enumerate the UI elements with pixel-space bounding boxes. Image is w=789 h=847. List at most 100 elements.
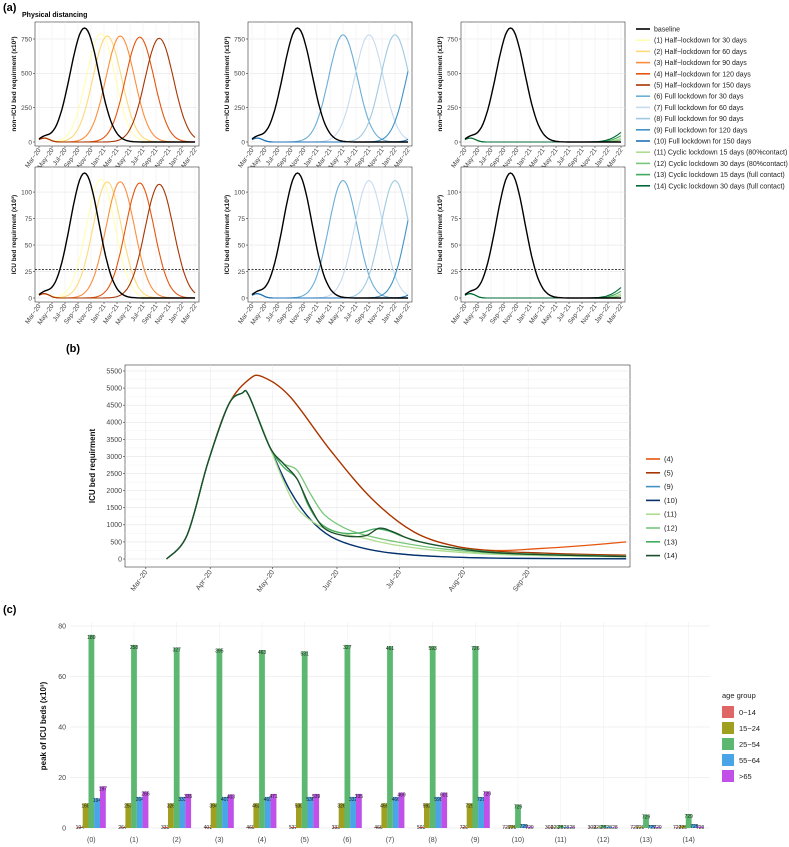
panel-label-a: (a) <box>3 2 17 14</box>
bar-0−14 <box>460 827 467 828</box>
legend-label-baseline: baseline <box>654 27 680 34</box>
bar->65 <box>185 793 192 828</box>
data-label: 258 <box>130 645 139 651</box>
y-tick-label: 0 <box>28 295 32 302</box>
x-tick-label: (7) <box>386 837 395 844</box>
bar->65 <box>100 786 106 828</box>
series-line-s5 <box>38 37 196 143</box>
data-label: 729 <box>460 825 469 831</box>
y-tick-label: 0 <box>454 139 458 146</box>
legend-swatch <box>722 754 734 766</box>
bar-25−54 <box>643 814 649 828</box>
bar-15−24 <box>168 803 174 828</box>
x-tick-label: Jun−20 <box>322 569 341 592</box>
y-axis-label: ICU bed requirment (x10³) <box>224 195 231 274</box>
y-tick-label: 25 <box>25 269 33 276</box>
bar-25−54 <box>88 634 95 828</box>
x-tick-label: (10) <box>512 837 524 844</box>
data-label: 327 <box>343 645 352 651</box>
y-tick-label: 750 <box>234 36 245 43</box>
data-label: 194 <box>93 798 102 804</box>
bar-0−14 <box>418 827 425 828</box>
bar-15−24 <box>552 827 558 828</box>
data-label: 729 <box>525 825 534 831</box>
data-label: 726 <box>471 646 480 652</box>
y-axis-label: ICU bed requirment (x10³) <box>11 195 18 274</box>
data-label: 28 <box>569 825 575 831</box>
panel-label-b: (b) <box>66 343 80 355</box>
data-label: 197 <box>99 786 108 792</box>
legend-label-s8: (8) Full lockdown for 90 days <box>654 116 744 123</box>
data-label: 463 <box>258 650 267 656</box>
data-label: 461 <box>386 646 395 652</box>
data-label: 459 <box>380 803 389 809</box>
y-tick-label: 0 <box>118 556 122 563</box>
data-label: 729 <box>684 814 693 820</box>
data-label: 266 <box>141 791 150 797</box>
y-tick-label: 0 <box>241 139 245 146</box>
x-tick-label: (11) <box>555 837 567 844</box>
bar-0−14 <box>162 827 169 828</box>
y-tick-label: 500 <box>21 71 32 78</box>
data-label: 333 <box>161 825 170 831</box>
legend-label: (12) <box>664 524 678 533</box>
bar-15−24 <box>253 803 260 828</box>
x-tick-label: (14) <box>682 837 694 844</box>
y-tick-label: 4500 <box>106 403 122 410</box>
data-label: 326 <box>167 803 176 809</box>
x-tick-label: Sep−20 <box>512 569 532 593</box>
data-label: 333 <box>332 825 341 831</box>
data-label: 729 <box>653 825 662 831</box>
x-tick-label: (0) <box>87 837 96 844</box>
y-tick-label: 0 <box>454 295 458 302</box>
bar-0−14 <box>375 827 382 828</box>
y-tick-label: 75 <box>238 216 246 223</box>
data-label: 469 <box>397 793 406 799</box>
bar-0−14 <box>247 827 254 828</box>
data-label: 28 <box>606 825 612 831</box>
data-label: 729 <box>477 797 486 803</box>
bar-25−54 <box>344 644 351 828</box>
bar-55−64 <box>307 796 314 828</box>
panel-a-title: Physical distancing <box>22 12 87 19</box>
bar-0−14 <box>503 827 510 828</box>
y-tick-label: 25 <box>451 269 459 276</box>
x-tick-label: Jul−20 <box>385 569 403 590</box>
bar-25−54 <box>216 648 223 828</box>
data-label: 469 <box>246 825 255 831</box>
series-line-baseline <box>38 172 195 299</box>
bar-15−24 <box>509 825 516 828</box>
legend-label: (9) <box>664 482 674 491</box>
subplot-series <box>464 172 622 299</box>
y-tick-label: 1500 <box>106 505 122 512</box>
bar-0−14 <box>76 827 83 828</box>
data-label: 729 <box>636 825 645 831</box>
y-axis-label: ICU bed requirment <box>88 429 97 504</box>
bar-15−24 <box>424 803 430 828</box>
legend-label-s2: (2) Half−lockdown for 60 days <box>654 49 747 56</box>
panel-a-small-multiples: Mar−20May−20Jul−20Sep−20Nov−20Jan−21Mar−… <box>11 21 626 326</box>
data-label: 335 <box>184 794 193 800</box>
y-tick-label: 750 <box>447 36 458 43</box>
data-label: 601 <box>440 793 449 799</box>
data-label: 729 <box>696 825 705 831</box>
bar-25−54 <box>387 646 393 828</box>
bar-0−14 <box>204 827 211 828</box>
bar-15−24 <box>82 803 89 828</box>
bar-55−64 <box>94 798 100 828</box>
data-label: 531 <box>300 651 309 657</box>
legend-label-s9: (9) Full lockdown for 120 days <box>654 127 748 134</box>
data-label: 264 <box>136 797 145 803</box>
data-label: 403 <box>227 794 236 800</box>
bar-55−64 <box>606 826 612 828</box>
data-label: 729 <box>630 825 639 831</box>
data-label: 395 <box>215 649 224 655</box>
legend-label-s11: (11) Cyclic lockdown 15 days (80%contact… <box>654 150 787 157</box>
data-label: 729 <box>483 791 492 797</box>
bar-25−54 <box>515 804 521 828</box>
subplot-series <box>251 27 409 143</box>
legend-label: 15−24 <box>739 724 760 733</box>
series-line-baseline <box>251 172 408 299</box>
y-tick-label: 500 <box>447 71 458 78</box>
